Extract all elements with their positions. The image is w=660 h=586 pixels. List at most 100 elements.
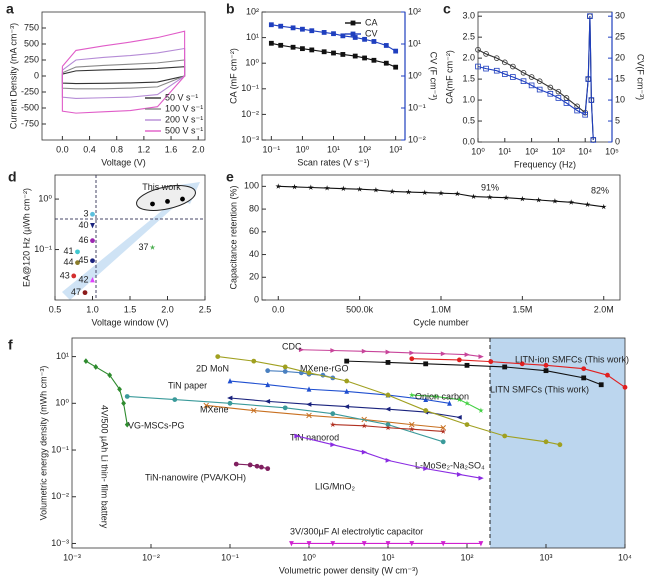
marker <box>149 244 156 250</box>
marker <box>329 421 336 428</box>
x-tick-label: 1.2 <box>138 144 151 154</box>
series-line <box>278 185 604 208</box>
marker <box>557 442 563 448</box>
panel-letter: f <box>8 337 13 353</box>
x-tick-label: 1.5M <box>512 304 532 314</box>
marker <box>528 82 535 89</box>
marker <box>581 375 587 381</box>
marker <box>93 364 99 370</box>
x-tick-label: 0.5 <box>49 304 62 314</box>
series-label: 41 <box>63 246 73 256</box>
marker <box>90 238 95 244</box>
plot-frame <box>71 337 626 549</box>
marker <box>555 95 562 101</box>
marker <box>543 439 549 445</box>
series-label: 2D MoN <box>196 363 229 373</box>
marker <box>321 49 327 55</box>
y-tick-label: 10¹ <box>56 351 69 361</box>
marker <box>478 541 484 547</box>
marker <box>321 30 327 35</box>
y-tick-label: 0 <box>34 70 39 80</box>
marker <box>475 46 481 53</box>
marker <box>587 13 593 19</box>
x-axis-label: Voltage (V) <box>101 157 146 167</box>
marker <box>486 194 493 200</box>
y2-tick-label: 10² <box>408 6 421 16</box>
y2-tick-label: 10⁻¹ <box>408 102 426 112</box>
marker <box>268 40 274 46</box>
marker <box>574 103 580 110</box>
series-label: Onion carbon <box>415 391 469 401</box>
marker <box>535 197 542 203</box>
marker <box>344 388 350 394</box>
y-tick-label: 10⁰ <box>55 398 69 408</box>
y-axis-label: Current Density (mA cm⁻³) <box>8 23 18 129</box>
series-label: 3V/300µF Al electrolytic capacitor <box>290 526 423 536</box>
series-line <box>61 66 186 85</box>
marker <box>568 199 575 205</box>
marker <box>502 433 508 439</box>
marker <box>552 198 558 204</box>
y-tick-label: 10⁻¹ <box>51 444 69 454</box>
marker <box>503 194 509 201</box>
marker <box>83 358 89 365</box>
marker <box>254 463 260 469</box>
marker <box>493 67 500 74</box>
y-tick-label: 10⁰ <box>38 193 52 203</box>
legend-label: CA <box>365 17 378 27</box>
series-label: 4V/500 µAh Li thin- film battery <box>100 405 110 529</box>
marker <box>265 466 271 472</box>
y-tick-label: 2.0 <box>462 53 475 63</box>
marker <box>536 86 543 93</box>
marker <box>90 258 95 264</box>
y-tick-label: 10⁻³ <box>51 538 69 548</box>
marker <box>306 370 312 376</box>
marker <box>385 424 391 431</box>
y2-tick-label: 10¹ <box>408 38 421 48</box>
x-tick-label: 0.4 <box>83 144 96 154</box>
marker <box>510 74 516 80</box>
series-label: 47 <box>71 287 81 297</box>
marker <box>385 349 391 355</box>
marker <box>117 386 122 393</box>
marker <box>519 195 526 202</box>
marker <box>389 188 396 194</box>
y2-tick-label: 10⁰ <box>408 70 422 80</box>
marker <box>464 422 470 428</box>
marker <box>275 183 282 189</box>
marker <box>172 397 178 403</box>
marker <box>585 76 592 82</box>
series-label: LITN SMFCs (This work) <box>490 384 589 394</box>
x-tick-label: 10⁴ <box>618 552 632 562</box>
marker <box>330 442 336 448</box>
y-tick-label: -250 <box>21 86 39 96</box>
series-line <box>477 16 594 140</box>
x-axis-label: Voltage window (V) <box>91 317 168 327</box>
marker <box>440 424 446 431</box>
panel-letter: c <box>443 1 451 17</box>
series-line <box>85 360 128 425</box>
y2-tick-label: 5 <box>615 115 620 125</box>
marker <box>278 23 284 29</box>
y-axis-label: Volumetric energy density (mWh cm⁻³) <box>38 366 48 521</box>
panel-letter: a <box>6 1 14 17</box>
marker <box>464 400 470 406</box>
marker <box>536 78 543 84</box>
marker <box>350 20 356 26</box>
series-label: 3 <box>83 209 88 219</box>
marker <box>456 472 463 477</box>
marker <box>362 55 367 61</box>
marker <box>605 372 610 378</box>
series-label: LITN-ion SMFCs (This work) <box>515 354 629 364</box>
annotation: 91% <box>481 182 499 192</box>
x-axis-label: Scan rates (V s⁻¹) <box>297 157 369 167</box>
y-tick-label: 10² <box>246 6 259 16</box>
marker <box>282 405 288 411</box>
marker <box>306 401 312 407</box>
marker <box>588 97 595 103</box>
marker <box>165 198 170 204</box>
marker <box>371 39 377 44</box>
marker <box>520 78 527 84</box>
y2-tick-label: 30 <box>615 11 625 21</box>
marker <box>478 475 484 481</box>
